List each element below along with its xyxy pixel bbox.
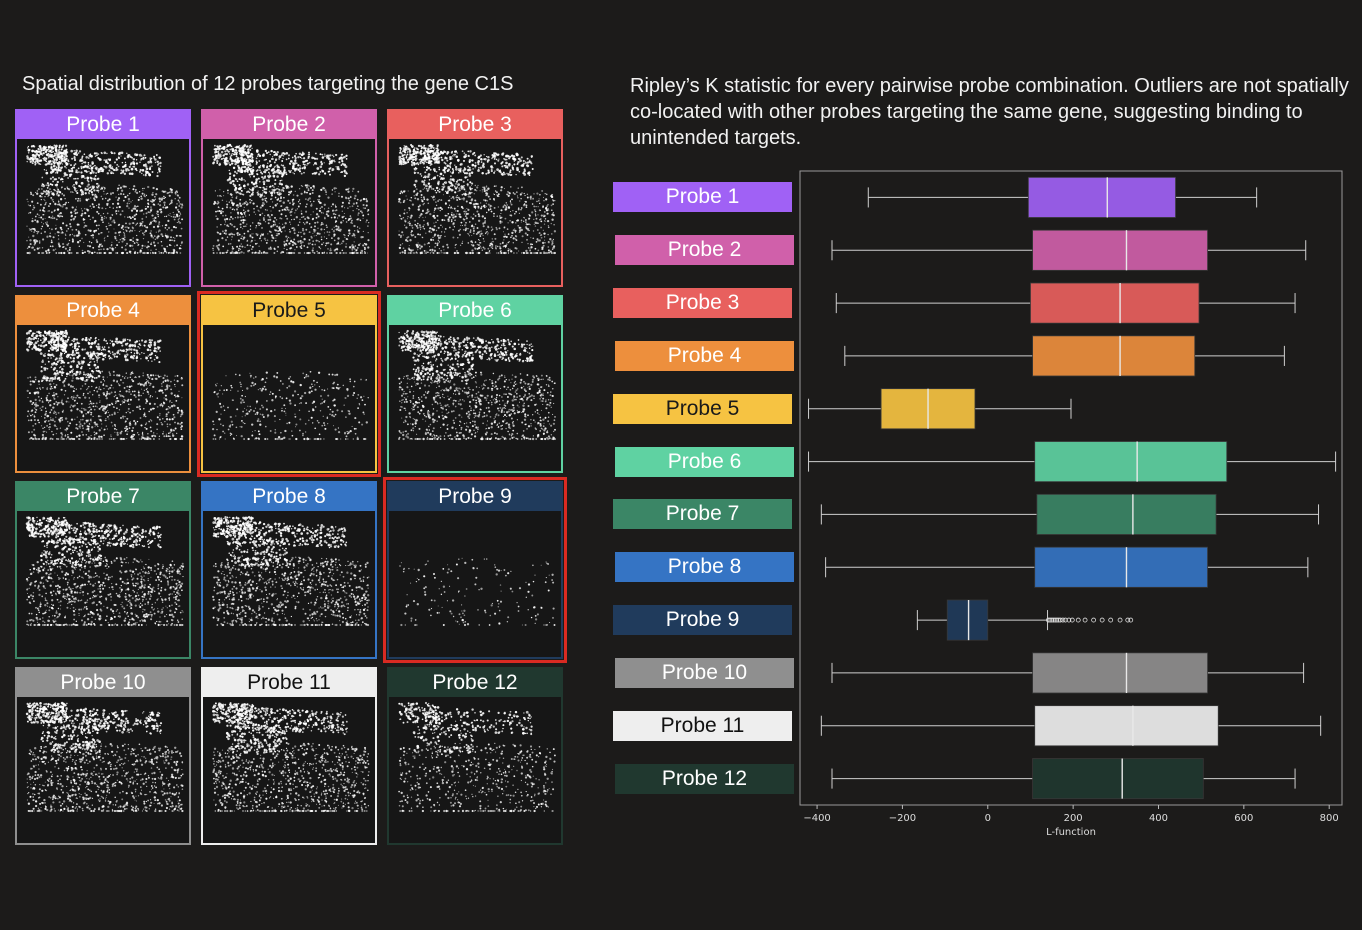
tissue-spot-image — [25, 701, 184, 813]
tissue-spot-image — [211, 370, 369, 441]
x-tick-label: 800 — [1320, 813, 1339, 824]
outlier-point — [1057, 617, 1063, 623]
probe-tile: Probe 8 — [201, 481, 377, 659]
right-panel-title: Ripley’s K statistic for every pairwise … — [630, 75, 1349, 149]
box-iqr — [1032, 335, 1196, 377]
tissue-spot-image — [399, 557, 556, 627]
outlier-point — [1045, 617, 1051, 623]
probe-tile: Probe 9 — [383, 477, 567, 663]
box-iqr — [1034, 441, 1228, 483]
left-panel-title: Spatial distribution of 12 probes target… — [22, 73, 514, 95]
probe-row-label: Probe 9 — [613, 605, 792, 636]
probe-row-label: Probe 10 — [615, 657, 794, 688]
tissue-spot-image — [398, 329, 556, 441]
outlier-point — [1049, 617, 1055, 623]
outlier-point — [1082, 617, 1088, 623]
probe-tile-label: Probe 5 — [203, 297, 375, 325]
probe-row-label: Probe 1 — [613, 182, 792, 213]
probe-tile: Probe 3 — [387, 109, 563, 287]
box-iqr — [1036, 493, 1217, 535]
probe-tile-label: Probe 11 — [203, 669, 375, 697]
outlier-point — [1066, 617, 1072, 623]
x-tick-label: 200 — [1064, 813, 1083, 824]
tissue-spot-image — [26, 144, 184, 255]
box-iqr — [1027, 176, 1176, 218]
probe-tile-label: Probe 4 — [17, 297, 189, 325]
x-axis-label: L-function — [1046, 827, 1096, 838]
probe-row-label: Probe 6 — [615, 446, 794, 477]
plot-frame — [799, 170, 1343, 806]
boxplot-svg: −400 −200 0 200 400 600 800 L-function — [799, 170, 1343, 838]
outlier-point — [1075, 617, 1081, 623]
outlier-point — [1051, 617, 1056, 623]
probe-tile-label: Probe 7 — [17, 483, 189, 511]
x-tick-label: −400 — [803, 813, 830, 824]
probe-row-label: Probe 5 — [613, 393, 792, 424]
probe-row-label: Probe 4 — [615, 340, 794, 371]
box-iqr — [1032, 652, 1208, 694]
box-iqr — [1030, 282, 1200, 324]
outlier-point — [1063, 617, 1068, 623]
x-tick-label: 400 — [1149, 813, 1168, 824]
probe-tile: Probe 2 — [201, 109, 377, 287]
box-iqr — [1034, 705, 1219, 747]
probe-tile-label: Probe 2 — [203, 111, 375, 139]
outlier-point — [1117, 617, 1123, 623]
probe-row-label: Probe 12 — [615, 763, 794, 794]
tissue-spot-image — [398, 701, 556, 813]
probe-tile: Probe 6 — [387, 295, 563, 473]
outlier-point — [1125, 617, 1131, 623]
probe-tile: Probe 4 — [15, 295, 191, 473]
outlier-point — [1060, 617, 1066, 623]
tissue-spot-image — [212, 143, 370, 255]
box-iqr — [1032, 758, 1204, 800]
probe-tile-label: Probe 9 — [389, 483, 561, 511]
probe-image-grid: Probe 1 Probe 2 Probe 3 Probe 4 Probe 5 Probe… — [15, 109, 568, 849]
tissue-spot-image — [212, 515, 370, 627]
outlier-point — [1052, 617, 1058, 623]
probe-tile-label: Probe 1 — [17, 111, 189, 139]
probe-row-label: Probe 2 — [615, 235, 794, 266]
probe-tile: Probe 7 — [15, 481, 191, 659]
box-iqr — [1032, 229, 1208, 271]
outlier-point — [1069, 617, 1075, 623]
outlier-point — [1047, 617, 1053, 623]
tissue-spot-image — [25, 329, 184, 441]
probe-tile-label: Probe 3 — [389, 111, 561, 139]
probe-tile: Probe 1 — [15, 109, 191, 287]
outlier-point — [1128, 617, 1134, 623]
outlier-point — [1054, 617, 1060, 623]
x-tick-label: 600 — [1234, 813, 1253, 824]
probe-tile-label: Probe 6 — [389, 297, 561, 325]
tissue-spot-image — [211, 702, 370, 813]
probe-tile: Probe 12 — [387, 667, 563, 845]
ripley-boxplot-chart: −400 −200 0 200 400 600 800 L-function Probe 1 P… — [605, 165, 1350, 845]
probe-tile-label: Probe 8 — [203, 483, 375, 511]
probe-row-label: Probe 8 — [615, 552, 794, 583]
outlier-point — [1099, 617, 1105, 623]
tissue-spot-image — [25, 516, 185, 627]
probe-row-label: Probe 3 — [613, 288, 792, 319]
tissue-spot-image — [398, 143, 557, 255]
probe-tile: Probe 5 — [197, 291, 381, 477]
outlier-point — [1091, 617, 1097, 623]
probe-tile-label: Probe 10 — [17, 669, 189, 697]
probe-row-label: Probe 7 — [613, 499, 792, 530]
outlier-point — [1108, 617, 1114, 623]
probe-row-label: Probe 11 — [613, 710, 792, 741]
probe-tile: Probe 11 — [201, 667, 377, 845]
probe-tile-label: Probe 12 — [389, 669, 561, 697]
box-iqr — [1034, 546, 1208, 588]
x-tick-label: 0 — [985, 813, 991, 824]
box-iqr — [946, 599, 989, 641]
probe-tile: Probe 10 — [15, 667, 191, 845]
x-tick-label: −200 — [889, 813, 916, 824]
